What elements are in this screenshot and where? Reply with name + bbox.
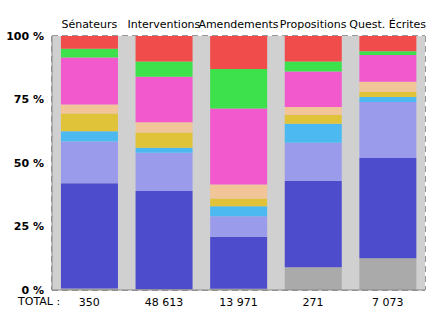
svg-text:Propositions: Propositions (280, 18, 347, 31)
svg-text:Sénateurs: Sénateurs (61, 18, 117, 31)
svg-text:13 971: 13 971 (219, 296, 258, 309)
svg-text:100 %: 100 % (8, 30, 44, 43)
svg-text:350: 350 (79, 296, 100, 309)
svg-text:7 073: 7 073 (372, 296, 404, 309)
svg-text:0 %: 0 % (21, 284, 44, 297)
svg-text:Interventions: Interventions (127, 18, 200, 31)
svg-text:25 %: 25 % (14, 220, 44, 233)
html-text:TOTAL :: TOTAL : (18, 295, 61, 308)
svg-text:Amendements: Amendements (198, 18, 278, 31)
svg-text:Quest. Écrites: Quest. Écrites (349, 18, 425, 31)
svg-text:50 %: 50 % (14, 157, 44, 170)
svg-text:75 %: 75 % (14, 93, 44, 106)
svg-text:48 613: 48 613 (145, 296, 184, 309)
svg-text:271: 271 (303, 296, 324, 309)
